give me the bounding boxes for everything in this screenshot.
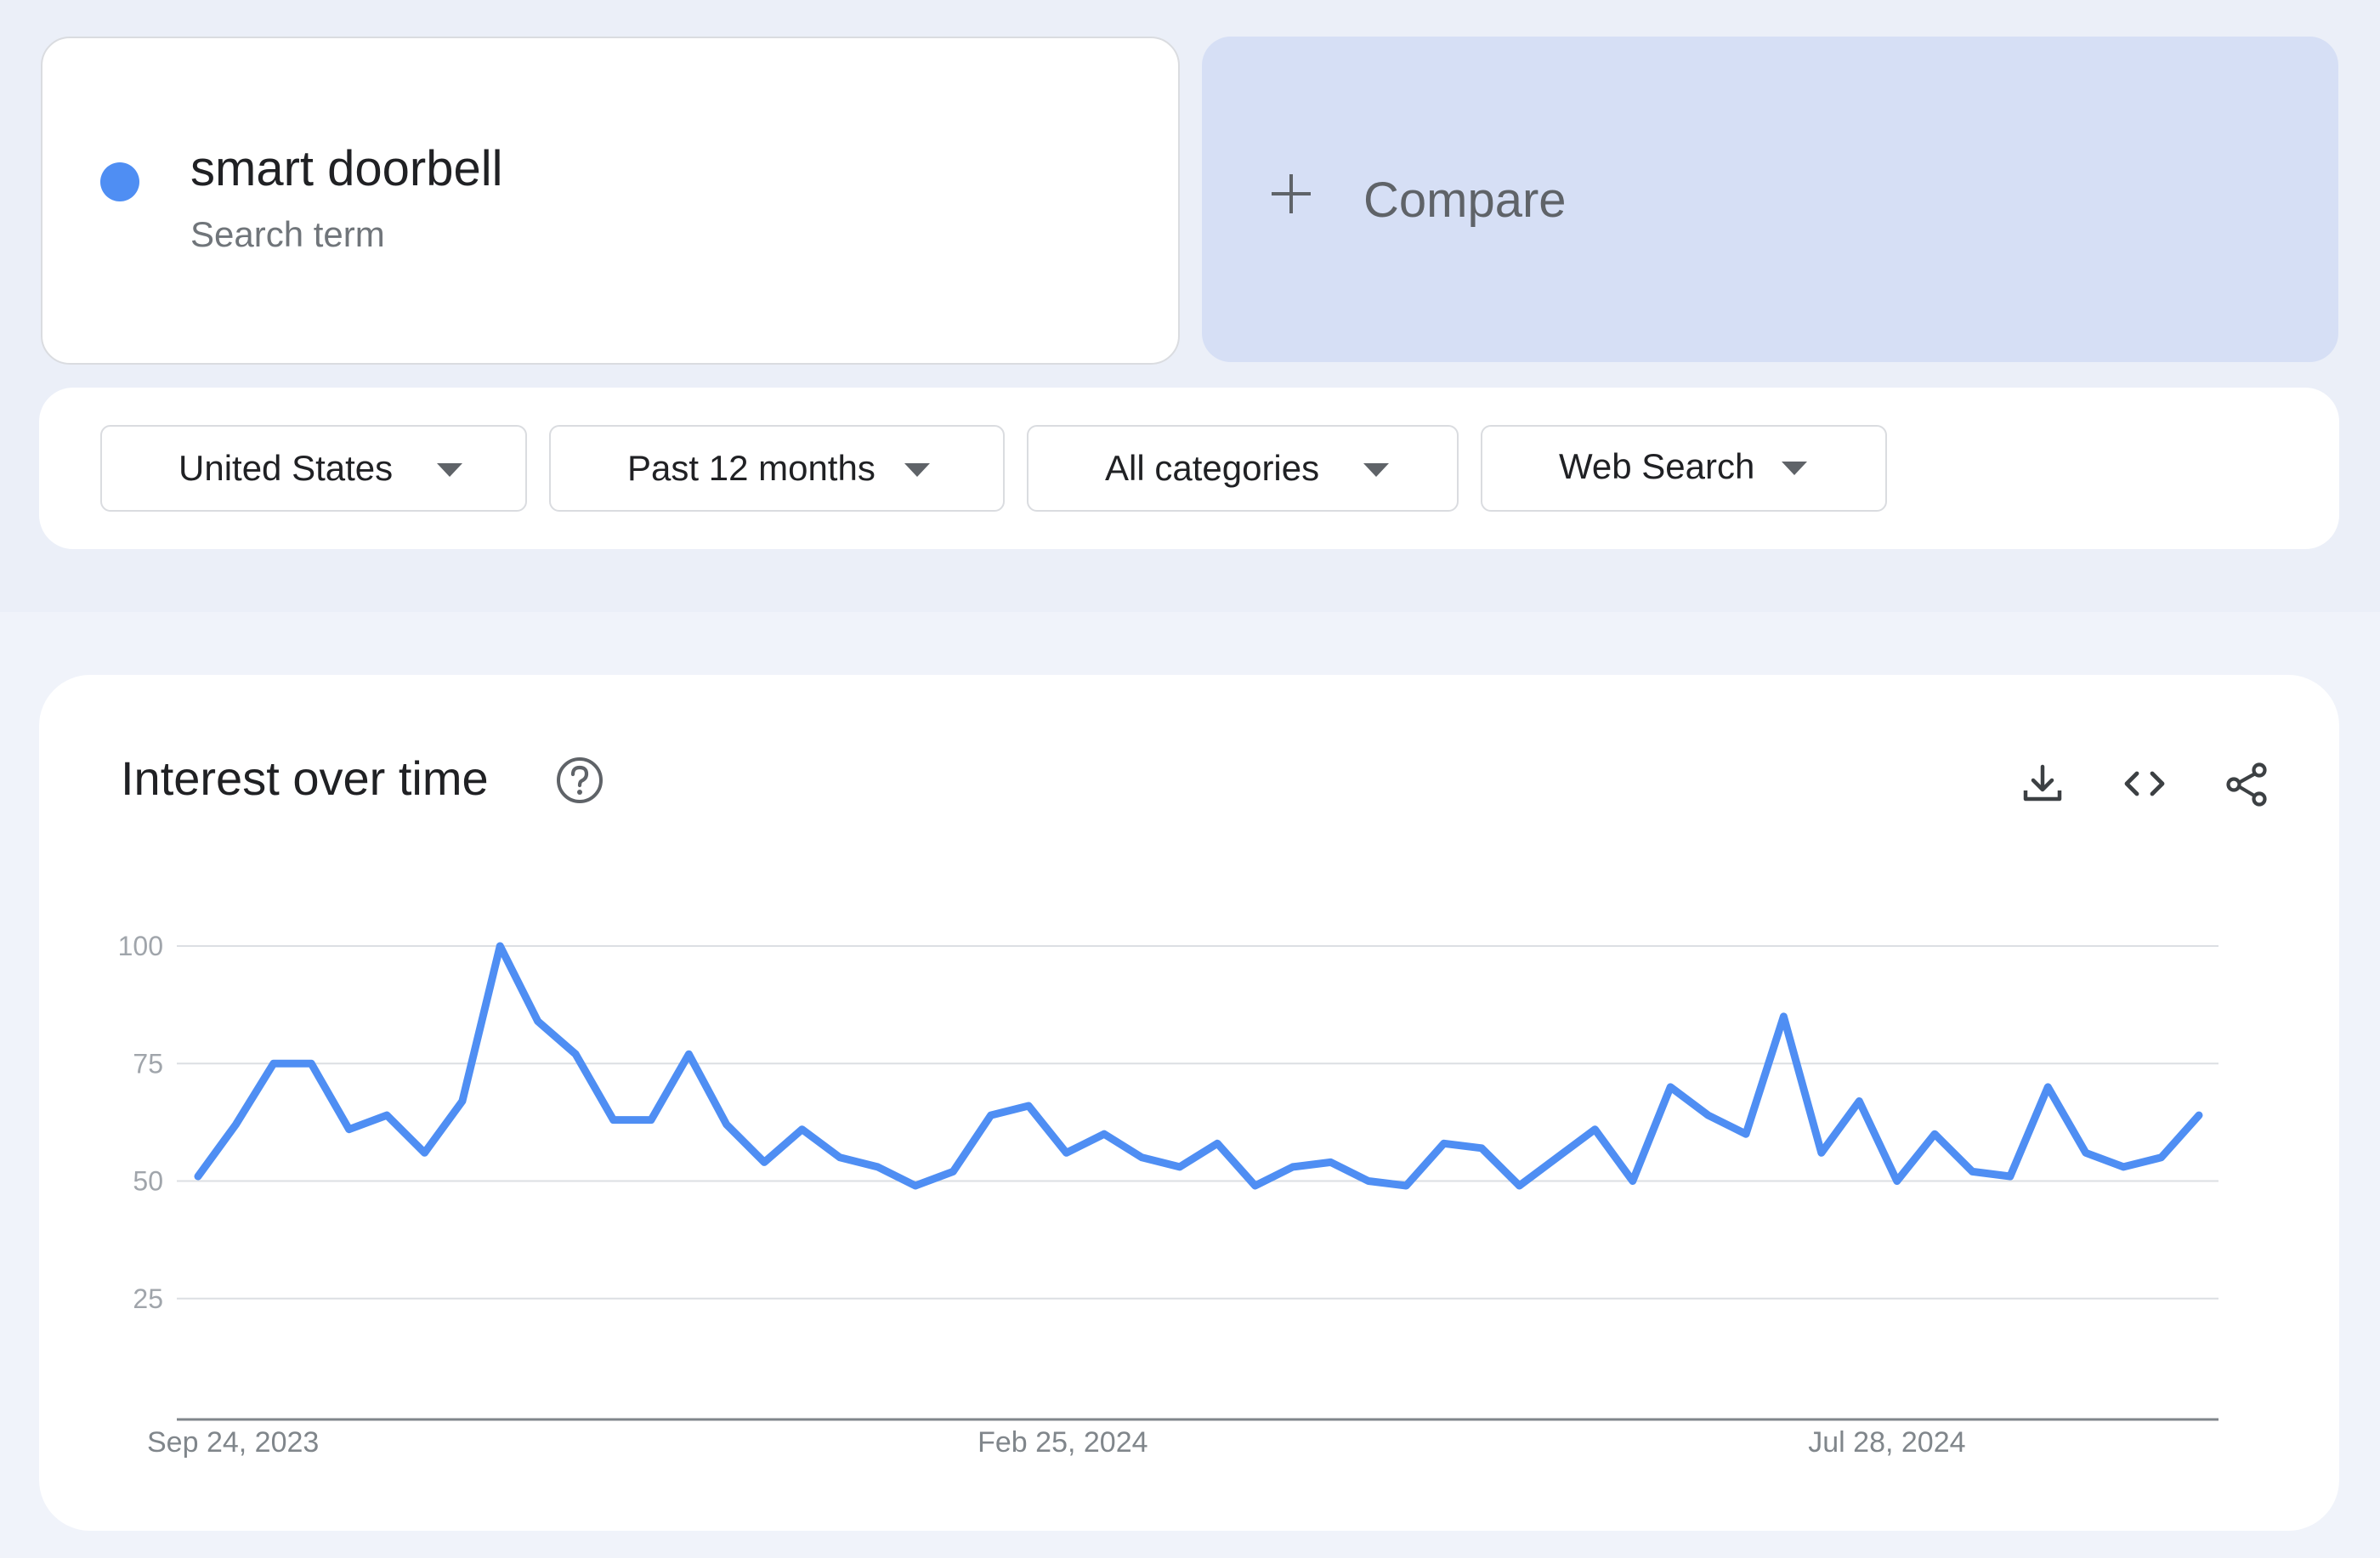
data-point[interactable] bbox=[303, 1055, 320, 1072]
x-tick-label: Feb 25, 2024 bbox=[978, 1426, 1148, 1459]
category-dropdown-label: All categories bbox=[1105, 448, 1320, 488]
data-point[interactable] bbox=[1284, 1159, 1301, 1176]
series-color-dot bbox=[100, 162, 139, 201]
data-point[interactable] bbox=[1322, 1153, 1339, 1170]
data-point[interactable] bbox=[680, 1045, 697, 1062]
data-point[interactable] bbox=[1737, 1125, 1754, 1142]
data-point[interactable] bbox=[1511, 1177, 1528, 1194]
search-type-dropdown[interactable]: Web Search bbox=[1481, 425, 1887, 512]
caret-down-icon bbox=[1782, 462, 1807, 475]
data-point[interactable] bbox=[1209, 1135, 1226, 1152]
data-point[interactable] bbox=[1549, 1149, 1566, 1166]
data-point[interactable] bbox=[907, 1177, 924, 1194]
data-point[interactable] bbox=[1058, 1144, 1075, 1161]
data-point[interactable] bbox=[378, 1107, 395, 1124]
data-point[interactable] bbox=[530, 1012, 547, 1029]
y-axis-labels: 100 75 50 25 bbox=[118, 931, 163, 1314]
data-point[interactable] bbox=[2077, 1144, 2094, 1161]
download-icon[interactable] bbox=[2018, 760, 2067, 809]
data-point[interactable] bbox=[794, 1121, 811, 1138]
series-line-smart-doorbell bbox=[194, 942, 2203, 1190]
data-point[interactable] bbox=[605, 1112, 622, 1129]
data-point[interactable] bbox=[1889, 1173, 1906, 1190]
caret-down-icon bbox=[904, 463, 930, 477]
data-point[interactable] bbox=[1964, 1163, 1981, 1180]
data-point[interactable] bbox=[1926, 1125, 1943, 1142]
y-tick-label: 100 bbox=[118, 931, 163, 961]
interest-over-time-card: Interest over time 100 75 50 25 Sep 24, 202… bbox=[39, 675, 2339, 1531]
data-point[interactable] bbox=[718, 1116, 735, 1133]
data-point[interactable] bbox=[1171, 1159, 1188, 1176]
data-point[interactable] bbox=[491, 938, 508, 955]
data-point[interactable] bbox=[2153, 1149, 2170, 1166]
search-type-dropdown-label: Web Search bbox=[1559, 446, 1755, 486]
category-dropdown[interactable]: All categories bbox=[1027, 425, 1459, 512]
plus-icon bbox=[1272, 174, 1311, 213]
search-term-card[interactable]: smart doorbell Search term bbox=[41, 37, 1180, 365]
data-point[interactable] bbox=[756, 1153, 773, 1170]
search-term-type: Search term bbox=[190, 214, 385, 254]
data-point[interactable] bbox=[1850, 1092, 1867, 1109]
data-point[interactable] bbox=[265, 1055, 282, 1072]
search-term-name[interactable]: smart doorbell bbox=[190, 141, 503, 196]
data-point[interactable] bbox=[1775, 1008, 1792, 1025]
y-tick-label: 75 bbox=[133, 1048, 163, 1079]
compare-label: Compare bbox=[1363, 173, 1567, 228]
share-icon[interactable] bbox=[2222, 760, 2271, 809]
data-point[interactable] bbox=[643, 1112, 660, 1129]
data-point[interactable] bbox=[1473, 1140, 1490, 1157]
time-range-dropdown-label: Past 12 months bbox=[627, 448, 876, 488]
caret-down-icon bbox=[437, 463, 462, 477]
data-point[interactable] bbox=[944, 1163, 961, 1180]
help-circle-icon[interactable] bbox=[556, 756, 604, 804]
data-point[interactable] bbox=[2115, 1159, 2132, 1176]
data-point[interactable] bbox=[1700, 1107, 1717, 1124]
chart-grid bbox=[177, 945, 2218, 1421]
data-point[interactable] bbox=[1247, 1177, 1264, 1194]
data-point[interactable] bbox=[1586, 1121, 1603, 1138]
data-point[interactable] bbox=[341, 1121, 358, 1138]
data-point[interactable] bbox=[2039, 1079, 2056, 1096]
x-tick-label: Jul 28, 2024 bbox=[1808, 1426, 1965, 1459]
data-point[interactable] bbox=[1020, 1097, 1037, 1114]
chart-title: Interest over time bbox=[121, 751, 489, 805]
compare-button[interactable]: Compare bbox=[1202, 37, 2338, 362]
region-dropdown-label: United States bbox=[178, 448, 394, 488]
caret-down-icon bbox=[1363, 463, 1389, 477]
data-point[interactable] bbox=[983, 1107, 1000, 1124]
data-point[interactable] bbox=[454, 1092, 471, 1109]
time-range-dropdown[interactable]: Past 12 months bbox=[549, 425, 1005, 512]
data-point[interactable] bbox=[1813, 1144, 1830, 1161]
data-point[interactable] bbox=[227, 1116, 244, 1133]
data-point[interactable] bbox=[1624, 1173, 1641, 1190]
data-point[interactable] bbox=[190, 1168, 207, 1185]
data-point[interactable] bbox=[1096, 1125, 1113, 1142]
data-point[interactable] bbox=[1397, 1177, 1414, 1194]
embed-code-icon[interactable] bbox=[2120, 760, 2169, 809]
data-point[interactable] bbox=[831, 1149, 848, 1166]
data-point[interactable] bbox=[1360, 1173, 1377, 1190]
data-point[interactable] bbox=[1133, 1149, 1150, 1166]
x-axis-labels: Sep 24, 2023 Feb 25, 2024 Jul 28, 2024 bbox=[147, 1426, 1966, 1459]
y-tick-label: 25 bbox=[133, 1283, 163, 1314]
region-dropdown[interactable]: United States bbox=[100, 425, 527, 512]
y-tick-label: 50 bbox=[133, 1166, 163, 1197]
filter-bar: United States Past 12 months All categor… bbox=[39, 388, 2339, 549]
data-point[interactable] bbox=[416, 1144, 433, 1161]
data-point[interactable] bbox=[869, 1159, 886, 1176]
data-point[interactable] bbox=[1662, 1079, 1679, 1096]
interest-line-chart: 100 75 50 25 Sep 24, 2023 Feb 25, 2024 Jul 28… bbox=[118, 931, 2218, 1459]
x-tick-label: Sep 24, 2023 bbox=[147, 1426, 319, 1459]
data-point[interactable] bbox=[2002, 1168, 2019, 1185]
data-point[interactable] bbox=[2190, 1107, 2207, 1124]
data-point[interactable] bbox=[1436, 1135, 1453, 1152]
data-point[interactable] bbox=[567, 1045, 584, 1062]
